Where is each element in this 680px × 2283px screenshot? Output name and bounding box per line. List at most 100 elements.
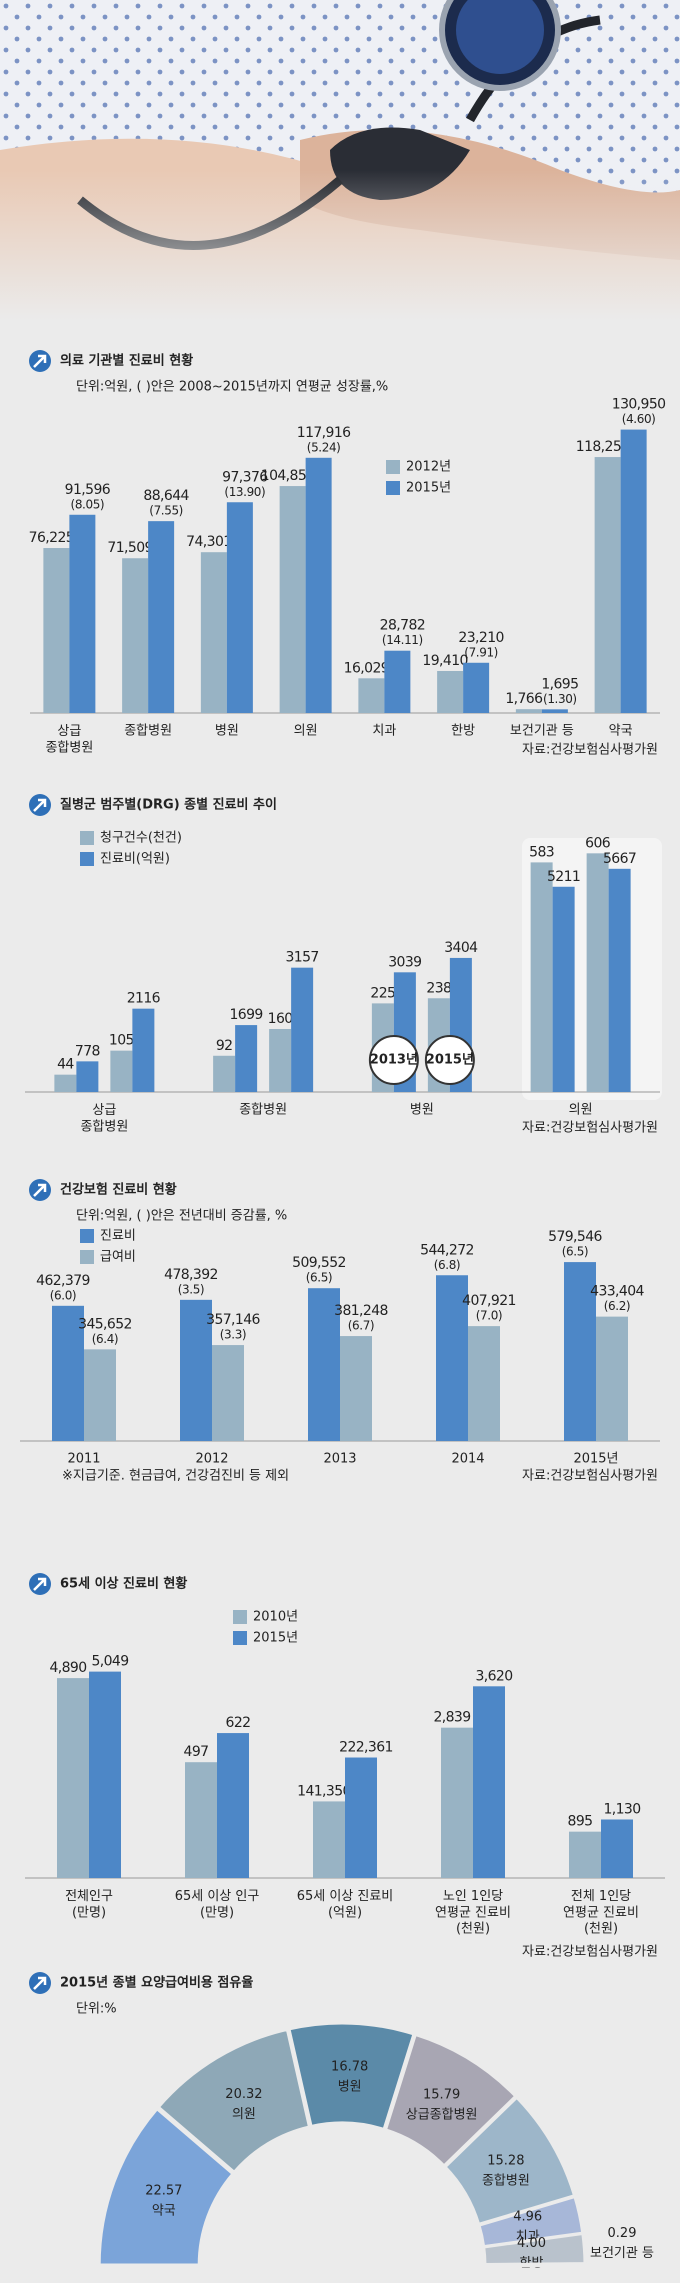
- x-tick-label: 한방: [451, 724, 475, 739]
- header-photo: [0, 0, 680, 320]
- value-label: 3,620: [475, 1668, 512, 1684]
- growth-label: (6.2): [604, 1299, 630, 1313]
- bar: [552, 886, 575, 1092]
- bar: [340, 1336, 372, 1441]
- bar: [76, 1061, 99, 1092]
- x-tick-label: 2015년: [573, 1452, 618, 1467]
- bar: [69, 514, 96, 713]
- bar: [384, 650, 411, 713]
- bar: [308, 1288, 340, 1441]
- source: 자료:건강보험심사평가원: [522, 1945, 658, 1960]
- text-line: 65세 이상 진료비: [297, 1889, 394, 1904]
- slice-value: 15.79: [423, 2088, 460, 2103]
- x-tick-label: 노인 1인당 연평균 진료비 (천원): [435, 1889, 511, 1937]
- bar: [530, 862, 553, 1092]
- bar: [43, 548, 70, 713]
- bar: [89, 1671, 121, 1878]
- x-tick-label: 2013: [323, 1452, 356, 1467]
- text-line: (천원): [584, 1921, 618, 1936]
- slice-value: 15.28: [487, 2153, 524, 2168]
- bar: [541, 709, 568, 713]
- value-label: 4,890: [49, 1660, 86, 1676]
- bar: [569, 1831, 601, 1878]
- value-label: 238: [426, 980, 451, 996]
- value-label: 2,839: [433, 1710, 470, 1726]
- value-label: 462,379: [36, 1273, 90, 1289]
- chart-subtitle: 단위:%: [76, 2002, 117, 2017]
- slice-value: 0.29: [608, 2226, 637, 2241]
- bar: [291, 967, 314, 1092]
- value-label: 544,272: [420, 1242, 474, 1258]
- bar: [185, 1762, 217, 1878]
- text-line: 65세 이상 인구: [175, 1889, 260, 1904]
- x-tick-label: 치과: [372, 724, 396, 739]
- value-label: 583: [529, 844, 554, 860]
- year-badge: [368, 1035, 419, 1085]
- growth-label: (4.60): [622, 412, 656, 426]
- value-label: 16,029: [344, 660, 389, 676]
- value-label: 3404: [444, 940, 478, 956]
- value-label: 71,509: [107, 540, 152, 556]
- x-tick-label: 종합병원: [124, 724, 172, 739]
- chart-subtitle: 단위:억원, ( )안은 전년대비 증감률, %: [76, 1209, 287, 1224]
- chart-title: 건강보험 진료비 현황: [60, 1182, 177, 1198]
- value-label: 407,921: [462, 1293, 516, 1309]
- value-label: 44: [57, 1057, 74, 1073]
- x-tick-label: 병원: [410, 1103, 434, 1118]
- value-label: 357,146: [206, 1312, 260, 1328]
- photo-fade: [0, 170, 680, 320]
- bar: [586, 853, 609, 1092]
- source: 자료:건강보험심사평가원: [522, 1469, 658, 1484]
- donut-slice: [483, 2262, 587, 2268]
- growth-label: (7.0): [476, 1309, 502, 1323]
- legend-label: 청구건수(천건): [100, 831, 182, 846]
- x-tick-label: 2011: [67, 1452, 100, 1467]
- bar: [345, 1757, 377, 1878]
- x-tick-label: 약국: [609, 724, 633, 739]
- value-label: 160: [268, 1011, 293, 1027]
- value-label: 1,130: [603, 1801, 640, 1817]
- x-tick-label: 전체인구 (만명): [65, 1889, 113, 1920]
- x-tick-label: 2014: [451, 1452, 484, 1467]
- text-line: 전체 1인당: [571, 1889, 631, 1904]
- value-label: 5,049: [91, 1654, 128, 1670]
- bar: [601, 1819, 633, 1878]
- value-label: 1,766: [505, 691, 543, 707]
- bar: [110, 1050, 133, 1092]
- growth-label: (13.90): [224, 485, 265, 499]
- bar: [226, 502, 253, 713]
- text-line: 종합병원: [80, 1119, 128, 1134]
- text-line: 연평균 진료비: [435, 1905, 511, 1920]
- bar: [122, 558, 149, 713]
- value-label: 141,350: [297, 1783, 351, 1799]
- value-label: 5211: [547, 869, 580, 885]
- growth-label: (3.5): [178, 1282, 204, 1296]
- value-label: 74,301: [186, 534, 231, 550]
- year-label: 2013년: [370, 1053, 418, 1068]
- growth-label: (14.11): [382, 633, 423, 647]
- value-label: 478,392: [164, 1267, 218, 1283]
- bar: [596, 1316, 628, 1441]
- year-badge: [424, 1035, 475, 1085]
- legend-swatch: [80, 831, 94, 845]
- bar: [436, 1275, 468, 1441]
- bar: [473, 1686, 505, 1878]
- bar: [235, 1025, 258, 1092]
- photo-gauge-face: [456, 0, 544, 74]
- value-label: 23,210: [458, 630, 503, 646]
- value-label: 225: [370, 985, 395, 1001]
- chart-subtitle: 단위:억원, ( )안은 2008~2015년까지 연평균 성장률,%: [76, 380, 388, 395]
- bar: [358, 678, 385, 713]
- growth-label: (7.55): [149, 504, 183, 518]
- legend-label: 2015년: [406, 481, 451, 496]
- legend-swatch: [80, 1229, 94, 1243]
- text-line: 연평균 진료비: [563, 1905, 639, 1920]
- legend-label: 2015년: [253, 1631, 298, 1646]
- slice-value: 16.78: [331, 2060, 368, 2075]
- text-line: 전체인구: [65, 1889, 113, 1904]
- bar: [132, 1008, 155, 1092]
- x-tick-label: 병원: [215, 724, 239, 739]
- chart-title: 의료 기관별 진료비 현황: [60, 353, 193, 369]
- bar: [279, 486, 306, 713]
